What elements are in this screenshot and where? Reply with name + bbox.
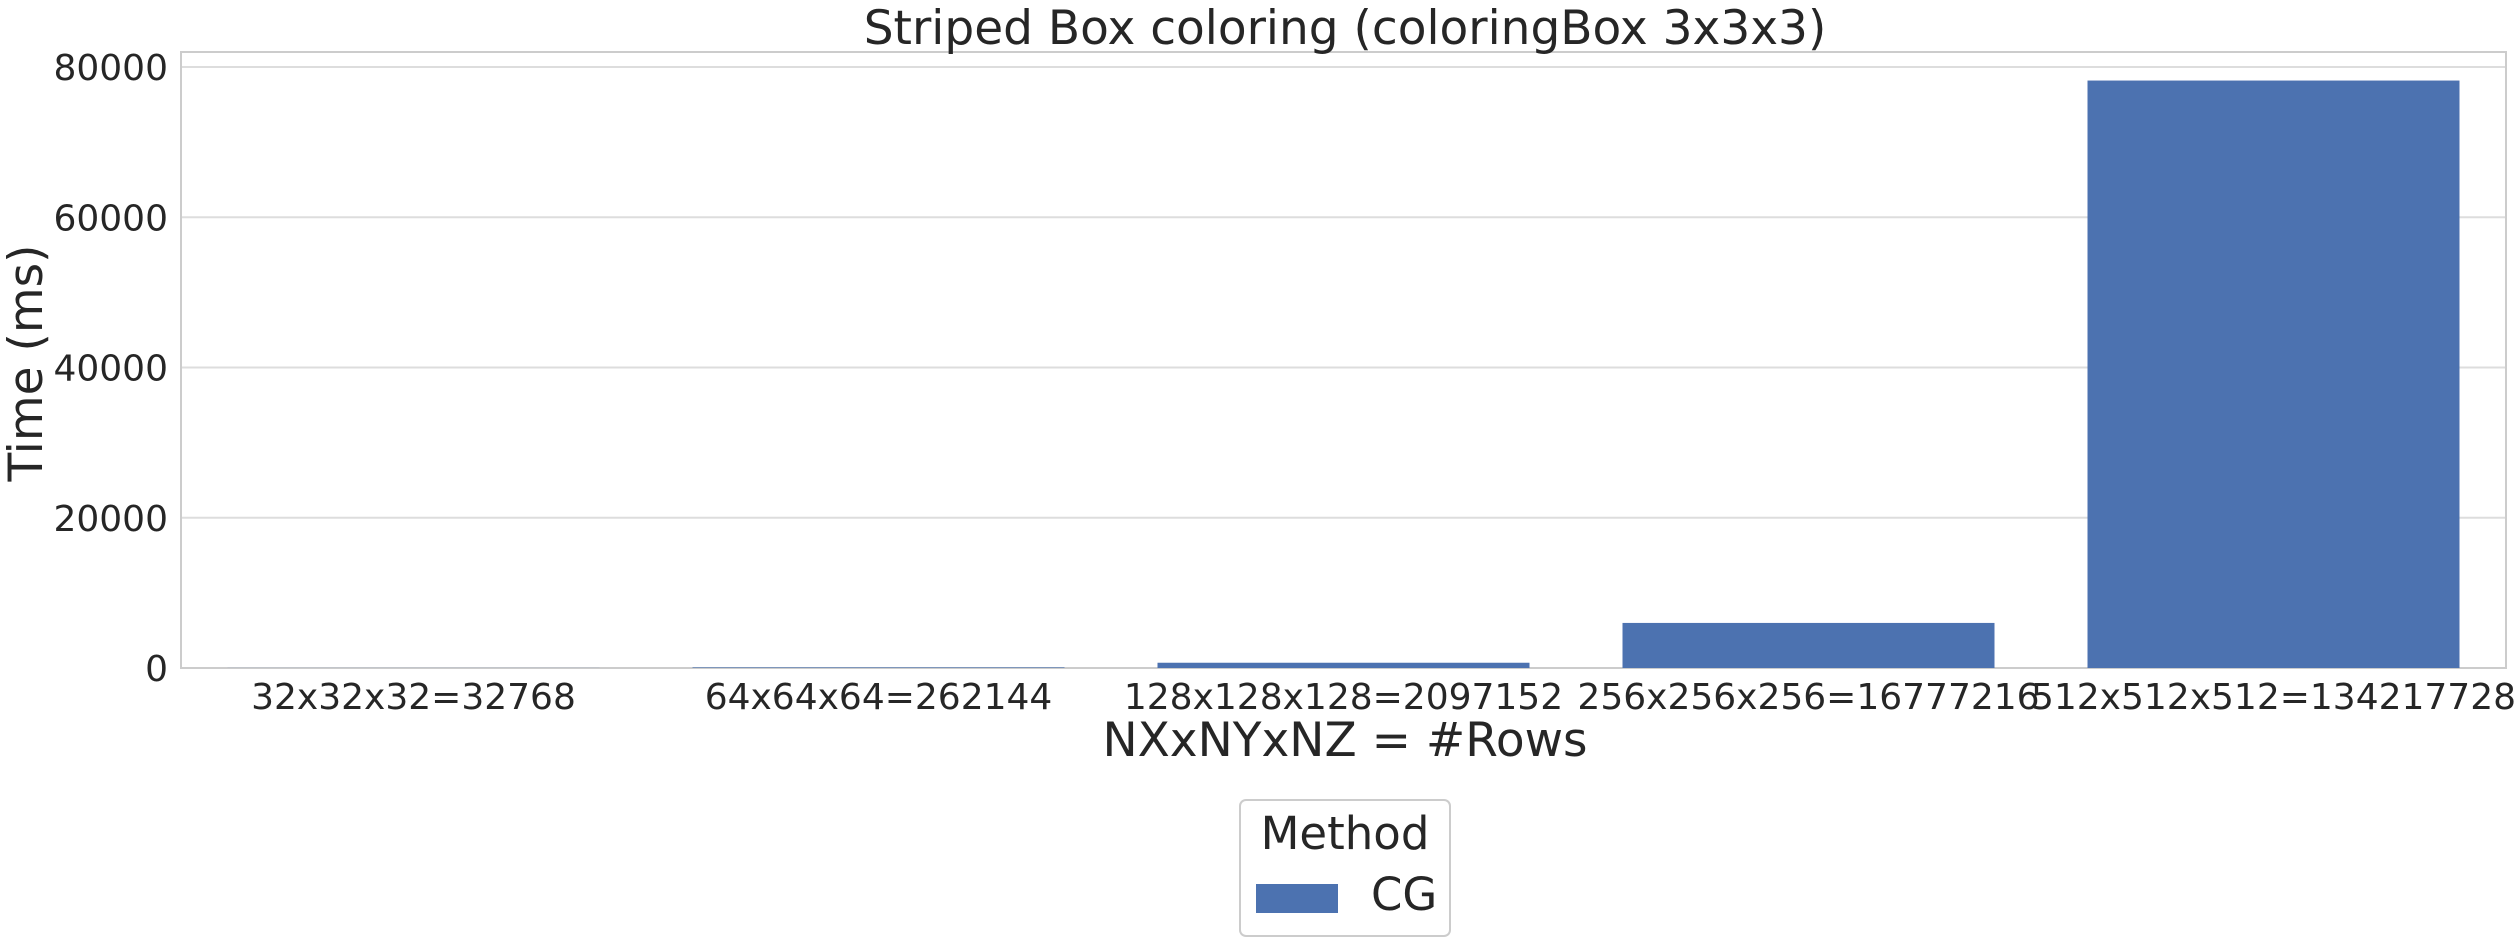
legend-title: Method	[1261, 807, 1430, 860]
y-tick-label: 40000	[53, 349, 168, 390]
x-tick-labels: 32x32x32=32768 64x64x64=262144 128x128x128…	[251, 677, 2516, 718]
legend-label-cg: CG	[1371, 868, 1437, 921]
y-axis-label: Time (ms)	[0, 245, 54, 483]
legend-swatch-cg	[1256, 884, 1338, 913]
bars	[227, 80, 2460, 669]
y-tick-label: 80000	[53, 48, 168, 89]
x-axis-label: NXxNYxNZ = #Rows	[1102, 713, 1587, 768]
chart-title: Striped Box coloring (coloringBox 3x3x3)	[864, 1, 1827, 56]
x-tick-label: 256x256x256=16777216	[1577, 677, 2039, 718]
y-tick-label: 20000	[53, 499, 168, 540]
x-tick-label: 512x512x512=134217728	[2031, 677, 2516, 718]
bar-cg-4	[2087, 80, 2460, 669]
x-tick-label: 64x64x64=262144	[705, 677, 1053, 718]
x-tick-label: 32x32x32=32768	[251, 677, 576, 718]
y-tick-label: 0	[145, 649, 168, 690]
y-tick-labels: 0 20000 40000 60000 80000	[53, 48, 168, 690]
y-tick-label: 60000	[53, 198, 168, 239]
bar-cg-3	[1622, 622, 1995, 668]
x-tick-label: 128x128x128=2097152	[1124, 677, 1563, 718]
bar-cg-2	[1157, 662, 1530, 668]
legend: Method CG	[1239, 799, 1451, 937]
bar-cg-1	[692, 667, 1065, 668]
